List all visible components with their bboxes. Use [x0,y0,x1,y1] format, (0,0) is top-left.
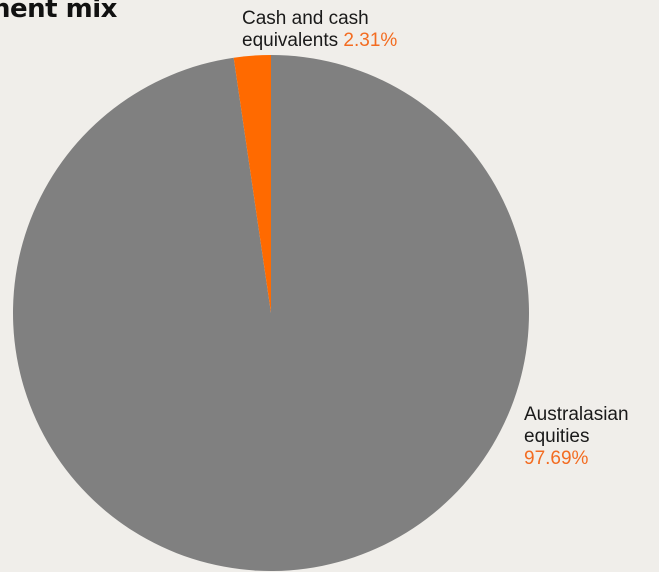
pie-slice-australasian-equities [13,55,530,571]
label-cash-and-cash-equivalents: Cash and cash equivalents 2.31% [242,8,397,52]
label-cash-line2: equivalents [242,30,339,51]
chart-title: nent mix [0,0,117,24]
label-aus-value: 97.69% [524,448,589,469]
label-cash-value: 2.31% [343,30,398,51]
label-australasian-equities: Australasian equities 97.69% [524,404,629,470]
label-aus-line2: equities [524,426,590,447]
pie-slice-cash-and-cash-equivalents [233,55,271,313]
label-aus-line1: Australasian [524,404,629,425]
label-cash-line1: Cash and cash [242,8,369,29]
